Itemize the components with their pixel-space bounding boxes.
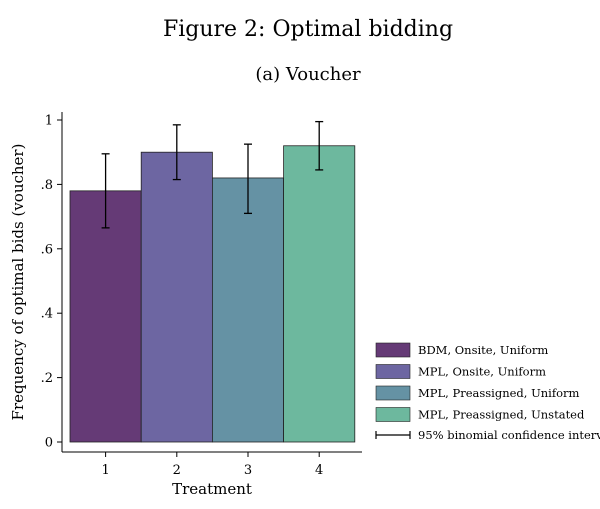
legend-label: MPL, Preassigned, Uniform [418,386,580,400]
legend-swatch [375,407,411,422]
y-tick-label: 0 [45,436,53,451]
y-tick-label: .6 [41,242,53,257]
bar-treatment-4 [283,145,356,443]
legend-label: MPL, Preassigned, Unstated [418,408,585,422]
x-tick-label: 2 [173,463,181,478]
legend-swatch [375,364,411,379]
y-tick-label: 1 [45,114,53,129]
y-axis-title: Frequency of optimal bids (voucher) [9,144,27,421]
bar-treatment-1 [69,190,142,443]
x-tick-label: 1 [101,463,109,478]
x-tick-label: 4 [315,463,323,478]
legend: BDM, Onsite, Uniform MPL, Onsite, Uniform… [375,342,600,442]
bar-treatment-2 [140,151,213,443]
x-axis-title: Treatment [172,480,252,498]
subplot-title: (a) Voucher [255,64,361,85]
legend-ci-label: 95% binomial confidence interval [418,428,600,442]
plot-area: 0 .2 .4 .6 .8 1 1 2 3 4 [41,112,362,478]
legend-label: BDM, Onsite, Uniform [418,343,548,357]
y-tick-label: .8 [41,178,53,193]
legend-swatch [375,342,411,358]
y-tick-label: .2 [41,371,53,386]
figure-title: Figure 2: Optimal bidding [163,17,453,42]
bar-treatment-3 [211,177,284,443]
legend-label: MPL, Onsite, Uniform [418,365,546,379]
legend-swatch [375,385,411,401]
x-tick-label: 3 [244,463,252,478]
y-tick-label: .4 [41,307,53,322]
